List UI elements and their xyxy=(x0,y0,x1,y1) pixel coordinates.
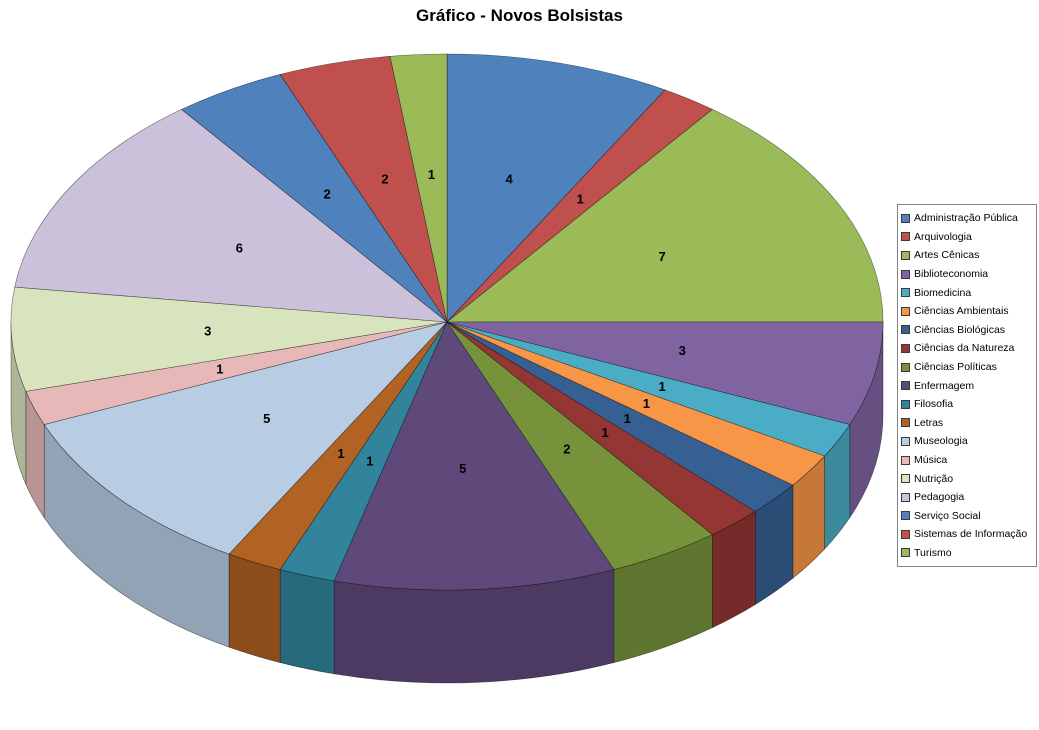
slice-value-label: 2 xyxy=(563,442,570,457)
slice-value-label: 1 xyxy=(337,446,344,461)
slice-value-label: 5 xyxy=(459,461,466,476)
legend-item: Letras xyxy=(898,414,1036,433)
slice-value-label: 1 xyxy=(366,454,373,469)
pie-slice xyxy=(10,286,448,392)
slice-value-label: 4 xyxy=(505,172,513,187)
legend-marker xyxy=(901,548,910,558)
legend-label: Museologia xyxy=(914,435,968,448)
slice-value-label: 1 xyxy=(624,411,631,426)
legend-item: Serviço Social xyxy=(898,507,1036,526)
legend-label: Ciências Biológicas xyxy=(914,323,1006,336)
legend-marker xyxy=(901,455,910,465)
legend-marker xyxy=(901,474,910,484)
pie-slice xyxy=(333,321,615,591)
legend-label: Letras xyxy=(914,416,944,429)
legend-label: Sistemas de Informação xyxy=(914,528,1028,541)
legend-label: Ciências Políticas xyxy=(914,361,997,374)
slice-value-label: 1 xyxy=(577,191,584,206)
pie-slice xyxy=(446,53,666,323)
legend-item: Artes Cênicas xyxy=(898,246,1036,265)
legend-item: Arquivologia xyxy=(898,228,1036,247)
legend-label: Turismo xyxy=(914,546,952,559)
legend-marker xyxy=(901,492,910,502)
slice-value-label: 6 xyxy=(236,240,243,255)
legend-item: Pedagogia xyxy=(898,488,1036,507)
legend-label: Enfermagem xyxy=(914,379,975,392)
slice-value-label: 1 xyxy=(643,396,650,411)
legend-label: Biomedicina xyxy=(914,286,972,299)
legend-marker xyxy=(901,343,910,353)
slice-value-label: 5 xyxy=(263,411,270,426)
legend-item: Museologia xyxy=(898,432,1036,451)
legend-marker xyxy=(901,529,910,539)
legend-label: Arquivologia xyxy=(914,230,972,243)
legend-label: Filosofia xyxy=(914,398,954,411)
legend-item: Enfermagem xyxy=(898,376,1036,395)
pie-slice xyxy=(446,109,884,323)
slice-value-label: 3 xyxy=(679,343,686,358)
legend-label: Biblioteconomia xyxy=(914,268,989,281)
legend-marker xyxy=(901,362,910,372)
legend-label: Pedagogia xyxy=(914,491,965,504)
legend-label: Artes Cênicas xyxy=(914,249,980,262)
legend-item: Ciências Políticas xyxy=(898,358,1036,377)
legend-item: Ciências da Natureza xyxy=(898,339,1036,358)
legend-marker xyxy=(901,269,910,279)
legend-label: Nutrição xyxy=(914,472,954,485)
legend-item: Ciências Ambientais xyxy=(898,302,1036,321)
legend-marker xyxy=(901,436,910,446)
slice-value-label: 1 xyxy=(216,361,223,376)
legend-item: Biblioteconomia xyxy=(898,265,1036,284)
legend-item: Biomedicina xyxy=(898,283,1036,302)
legend-marker xyxy=(901,213,910,223)
pie-slice xyxy=(14,109,448,323)
slice-value-label: 3 xyxy=(204,324,211,339)
slice-value-label: 2 xyxy=(381,172,388,187)
legend-item: Sistemas de Informação xyxy=(898,525,1036,544)
slice-value-label: 7 xyxy=(658,249,665,264)
pie-slice-side xyxy=(279,569,335,675)
legend-marker xyxy=(901,399,910,409)
pie-slice xyxy=(43,321,448,555)
legend-marker xyxy=(901,511,910,521)
legend-label: Ciências da Natureza xyxy=(914,342,1015,355)
legend-marker xyxy=(901,381,910,391)
legend-marker xyxy=(901,232,910,242)
slice-value-label: 1 xyxy=(428,167,435,182)
legend-marker xyxy=(901,250,910,260)
legend-marker xyxy=(901,325,910,335)
legend-label: Música xyxy=(914,454,948,467)
pie-slice xyxy=(446,321,884,425)
legend-item: Nutrição xyxy=(898,469,1036,488)
legend-label: Administração Pública xyxy=(914,212,1018,225)
legend-item: Administração Pública xyxy=(898,209,1036,228)
legend-label: Serviço Social xyxy=(914,509,981,522)
chart-title: Gráfico - Novos Bolsistas xyxy=(416,6,623,25)
slice-value-label: 1 xyxy=(658,379,665,394)
legend-marker xyxy=(901,306,910,316)
legend-item: Turismo xyxy=(898,544,1036,563)
legend-item: Filosofia xyxy=(898,395,1036,414)
legend-marker xyxy=(901,418,910,428)
pie-slice-side xyxy=(228,553,281,663)
legend-marker xyxy=(901,288,910,298)
slice-value-label: 1 xyxy=(601,425,608,440)
legend-item: Música xyxy=(898,451,1036,470)
legend-label: Ciências Ambientais xyxy=(914,305,1009,318)
slice-value-label: 2 xyxy=(323,186,330,201)
legend-item: Ciências Biológicas xyxy=(898,321,1036,340)
legend: Administração Pública Arquivologia Artes C… xyxy=(897,204,1037,568)
pie-slice xyxy=(389,53,448,323)
